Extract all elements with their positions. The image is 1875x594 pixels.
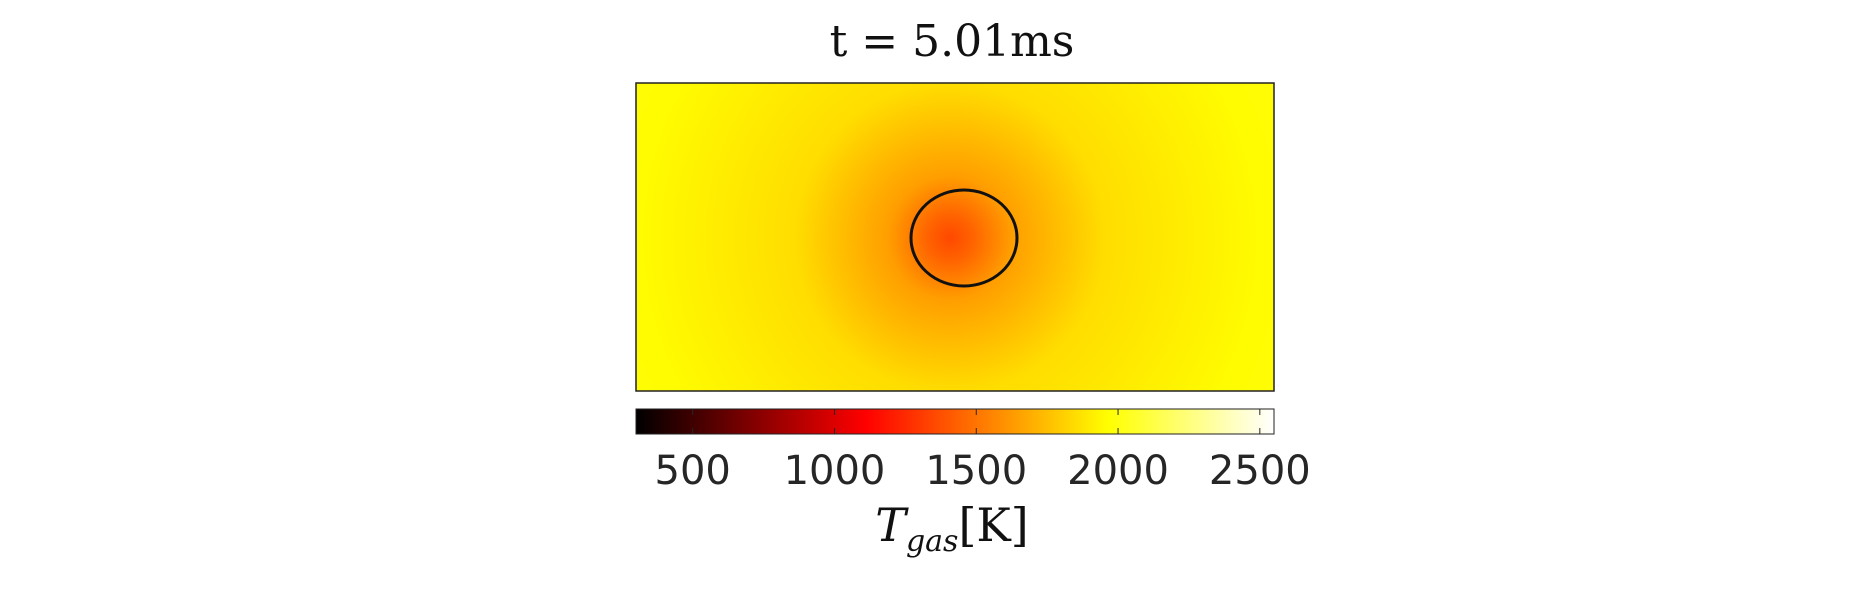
colorbar-tick-label: 2000	[1067, 448, 1169, 494]
colorbar-tick-label: 1500	[925, 448, 1027, 494]
colorbar-label-unit: [K]	[958, 498, 1028, 552]
colorbar-label: Tgas[K]	[875, 498, 1028, 559]
colorbar-tick-label: 2500	[1209, 448, 1311, 494]
plot-area	[635, 82, 1275, 392]
colorbar-ticks: 500 1000 1500 2000 2500	[655, 409, 1311, 494]
chart-title: t = 5.01ms	[830, 16, 1075, 67]
colorbar: 500 1000 1500 2000 2500 Tgas[K]	[635, 408, 1311, 559]
colorbar-label-sub: gas	[906, 524, 959, 559]
colorbar-tick-label: 500	[655, 448, 731, 494]
colorbar-tick-label: 1000	[784, 448, 886, 494]
plot-frame	[635, 82, 1275, 392]
colorbar-label-main: T	[875, 498, 909, 552]
heatmap-hotspot	[636, 83, 1274, 391]
droplet-interface-contour	[909, 188, 1019, 288]
colorbar-frame	[635, 408, 1275, 435]
colorbar-gradient-bar	[636, 409, 1274, 434]
